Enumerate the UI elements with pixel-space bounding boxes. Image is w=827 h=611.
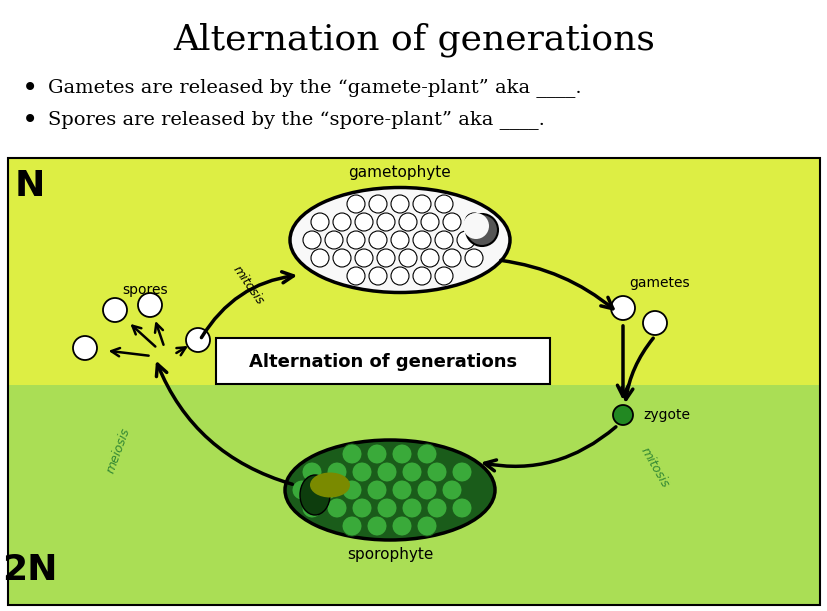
Circle shape (366, 516, 386, 536)
Circle shape (342, 444, 361, 464)
Circle shape (376, 213, 394, 231)
Circle shape (417, 444, 437, 464)
Circle shape (457, 231, 475, 249)
Circle shape (420, 213, 438, 231)
Circle shape (391, 480, 412, 500)
Circle shape (369, 231, 386, 249)
Circle shape (103, 298, 127, 322)
Circle shape (342, 480, 361, 500)
Circle shape (402, 498, 422, 518)
Circle shape (138, 293, 162, 317)
Text: zygote: zygote (643, 408, 689, 422)
Ellipse shape (289, 188, 509, 293)
Circle shape (413, 231, 431, 249)
Circle shape (399, 249, 417, 267)
Circle shape (351, 498, 371, 518)
Text: meiosis: meiosis (103, 425, 132, 475)
Text: Alternation of generations: Alternation of generations (249, 353, 516, 371)
Circle shape (366, 444, 386, 464)
Text: Spores are released by the “spore-plant” aka ____.: Spores are released by the “spore-plant”… (48, 111, 544, 130)
Circle shape (347, 267, 365, 285)
Circle shape (391, 516, 412, 536)
Circle shape (442, 249, 461, 267)
Circle shape (327, 462, 347, 482)
Circle shape (442, 480, 461, 500)
FancyBboxPatch shape (216, 338, 549, 384)
Ellipse shape (284, 440, 495, 540)
Circle shape (376, 498, 396, 518)
Text: sporophyte: sporophyte (347, 547, 433, 563)
Ellipse shape (299, 475, 330, 515)
Text: Gametes are released by the “gamete-plant” aka ____.: Gametes are released by the “gamete-plan… (48, 79, 581, 98)
Circle shape (303, 231, 321, 249)
Text: •: • (22, 74, 38, 102)
Circle shape (390, 195, 409, 213)
Circle shape (442, 213, 461, 231)
Circle shape (465, 249, 482, 267)
Circle shape (427, 462, 447, 482)
Text: spores: spores (122, 283, 168, 297)
Circle shape (612, 405, 632, 425)
Circle shape (355, 249, 372, 267)
Circle shape (302, 462, 322, 482)
Circle shape (366, 480, 386, 500)
Circle shape (311, 249, 328, 267)
Circle shape (369, 195, 386, 213)
Bar (8, 158, 819, 385)
Circle shape (292, 480, 312, 500)
Circle shape (417, 480, 437, 500)
Circle shape (434, 267, 452, 285)
Circle shape (391, 444, 412, 464)
Circle shape (610, 296, 634, 320)
Circle shape (317, 480, 337, 500)
Circle shape (434, 231, 452, 249)
Text: 2N: 2N (2, 553, 58, 587)
Circle shape (643, 311, 667, 335)
Circle shape (376, 249, 394, 267)
Circle shape (355, 213, 372, 231)
Circle shape (413, 267, 431, 285)
Circle shape (186, 328, 210, 352)
Circle shape (332, 213, 351, 231)
Text: gametes: gametes (629, 276, 690, 290)
Circle shape (462, 213, 489, 239)
Circle shape (347, 231, 365, 249)
Circle shape (390, 231, 409, 249)
Circle shape (342, 516, 361, 536)
Text: mitosis: mitosis (230, 263, 265, 307)
Ellipse shape (309, 472, 350, 497)
Circle shape (325, 231, 342, 249)
Circle shape (402, 462, 422, 482)
Circle shape (420, 249, 438, 267)
Circle shape (417, 516, 437, 536)
Text: gametophyte: gametophyte (348, 164, 451, 180)
Circle shape (332, 249, 351, 267)
Circle shape (452, 498, 471, 518)
Text: N: N (15, 169, 45, 203)
Circle shape (351, 462, 371, 482)
Circle shape (369, 267, 386, 285)
Circle shape (327, 498, 347, 518)
Bar (8, 158, 819, 605)
Bar (8, 385, 819, 605)
Circle shape (311, 213, 328, 231)
Circle shape (347, 195, 365, 213)
Circle shape (427, 498, 447, 518)
Circle shape (73, 336, 97, 360)
Circle shape (413, 195, 431, 213)
Circle shape (452, 462, 471, 482)
Circle shape (465, 213, 482, 231)
Text: •: • (22, 106, 38, 134)
Circle shape (376, 462, 396, 482)
Text: mitosis: mitosis (638, 445, 671, 491)
Circle shape (399, 213, 417, 231)
Circle shape (302, 498, 322, 518)
Text: Alternation of generations: Alternation of generations (173, 23, 654, 57)
Circle shape (466, 214, 497, 246)
Circle shape (390, 267, 409, 285)
Circle shape (434, 195, 452, 213)
